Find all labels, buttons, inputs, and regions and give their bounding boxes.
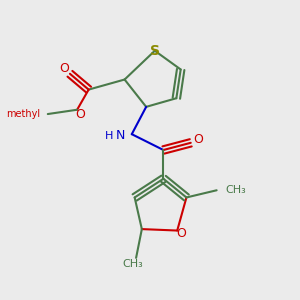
- Text: CH₃: CH₃: [225, 185, 246, 195]
- Text: methyl: methyl: [7, 109, 41, 119]
- Text: H: H: [105, 130, 113, 141]
- Text: O: O: [75, 107, 85, 121]
- Text: O: O: [193, 134, 203, 146]
- Text: S: S: [150, 44, 160, 58]
- Text: O: O: [177, 227, 187, 240]
- Text: O: O: [59, 61, 69, 74]
- Text: N: N: [116, 129, 125, 142]
- Text: CH₃: CH₃: [123, 259, 144, 269]
